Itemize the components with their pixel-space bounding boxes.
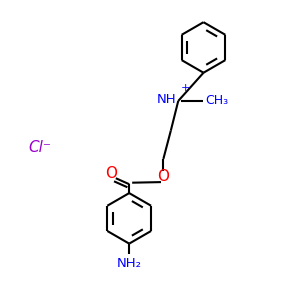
Text: O: O bbox=[158, 169, 169, 184]
Text: NH₂: NH₂ bbox=[117, 257, 142, 270]
Text: CH₃: CH₃ bbox=[205, 94, 228, 107]
Text: Cl⁻: Cl⁻ bbox=[28, 140, 52, 154]
Text: NH: NH bbox=[157, 93, 177, 106]
Text: +: + bbox=[181, 82, 190, 93]
Text: O: O bbox=[105, 166, 117, 181]
